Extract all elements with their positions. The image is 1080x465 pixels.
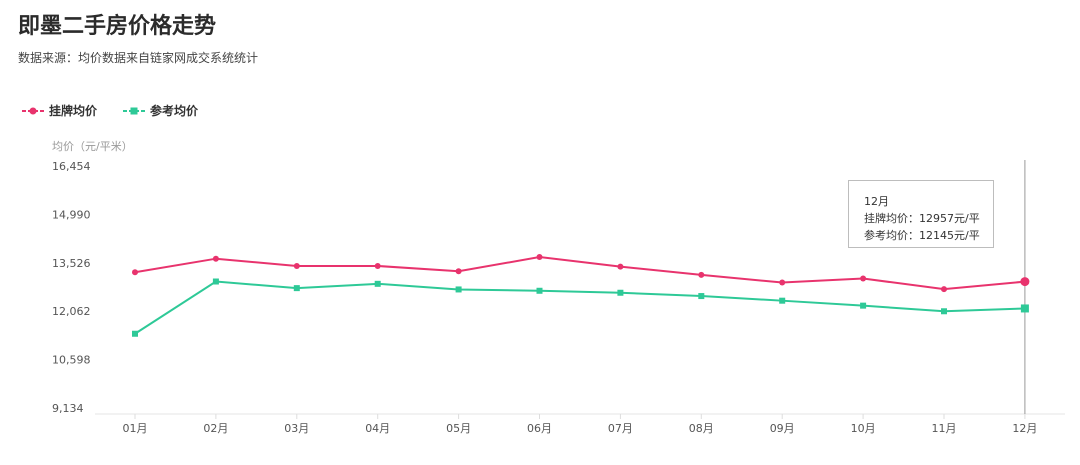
y-tick-label: 12,062 bbox=[52, 305, 91, 318]
x-tick-label: 08月 bbox=[689, 422, 714, 435]
circle-marker-icon bbox=[22, 107, 44, 114]
data-point[interactable] bbox=[698, 271, 705, 278]
data-point[interactable] bbox=[1020, 277, 1030, 287]
x-tick-label: 11月 bbox=[932, 422, 957, 435]
data-point[interactable] bbox=[293, 285, 300, 292]
x-axis: 01月 02月 03月 04月 05月 06月 07月 08月 09月 10月 11月 12月 bbox=[123, 414, 1037, 435]
legend-item-listing-price[interactable]: 挂牌均价 bbox=[22, 102, 97, 119]
page-title: 即墨二手房价格走势 bbox=[18, 14, 217, 39]
x-tick-label: 07月 bbox=[608, 422, 633, 435]
data-point[interactable] bbox=[212, 255, 219, 262]
series-line-0 bbox=[134, 256, 1025, 291]
data-point[interactable] bbox=[779, 297, 786, 304]
y-tick-label: 16,454 bbox=[52, 160, 91, 173]
tooltip-reference-price: 参考均价：12145元/平 bbox=[864, 229, 980, 242]
series-line-1 bbox=[134, 280, 1025, 335]
y-tick-label: 9,134 bbox=[52, 402, 84, 415]
y-tick-label: 14,990 bbox=[52, 208, 91, 221]
data-point[interactable] bbox=[941, 308, 947, 315]
data-point[interactable] bbox=[617, 289, 624, 296]
x-tick-label: 04月 bbox=[365, 422, 390, 435]
chart-legend: 挂牌均价 参考均价 bbox=[22, 102, 198, 119]
y-tick-label: 13,526 bbox=[52, 257, 91, 270]
data-point[interactable] bbox=[132, 269, 138, 276]
data-point[interactable] bbox=[536, 254, 543, 261]
data-point[interactable] bbox=[374, 280, 381, 287]
x-tick-label: 02月 bbox=[203, 422, 228, 435]
data-point[interactable] bbox=[860, 302, 867, 309]
legend-label: 参考均价 bbox=[150, 104, 199, 118]
legend-item-reference-price[interactable]: 参考均价 bbox=[123, 102, 198, 119]
data-point[interactable] bbox=[779, 279, 786, 286]
x-tick-label: 01月 bbox=[123, 422, 148, 435]
data-point[interactable] bbox=[698, 293, 705, 300]
x-tick-label: 12月 bbox=[1012, 422, 1037, 435]
tooltip-month: 12月 bbox=[864, 195, 889, 208]
data-point[interactable] bbox=[455, 286, 462, 293]
data-point[interactable] bbox=[132, 330, 138, 337]
x-tick-label: 05月 bbox=[446, 422, 471, 435]
data-point[interactable] bbox=[374, 262, 381, 269]
x-tick-label: 10月 bbox=[851, 422, 876, 435]
data-point[interactable] bbox=[941, 286, 947, 293]
data-point[interactable] bbox=[1020, 304, 1029, 313]
tooltip-listing-price: 挂牌均价：12957元/平 bbox=[864, 212, 980, 225]
legend-label: 挂牌均价 bbox=[49, 104, 98, 118]
square-marker-icon bbox=[123, 107, 146, 114]
x-tick-label: 03月 bbox=[284, 422, 309, 435]
data-point[interactable] bbox=[455, 268, 462, 275]
data-source-note: 数据来源：均价数据来自链家网成交系统统计 bbox=[18, 51, 259, 65]
data-point[interactable] bbox=[860, 275, 867, 282]
data-point[interactable] bbox=[293, 262, 300, 269]
y-axis-label: 均价（元/平米） bbox=[52, 140, 133, 153]
x-tick-label: 06月 bbox=[527, 422, 552, 435]
x-tick-label: 09月 bbox=[770, 422, 795, 435]
y-tick-label: 10,598 bbox=[52, 354, 91, 367]
data-point[interactable] bbox=[212, 278, 219, 285]
series-layer bbox=[132, 254, 1030, 337]
y-axis: 16,454 14,990 13,526 12,062 10,598 9,134 bbox=[52, 160, 91, 415]
data-point[interactable] bbox=[617, 263, 624, 270]
hover-tooltip: 12月 挂牌均价：12957元/平 参考均价：12145元/平 bbox=[848, 180, 994, 248]
data-point[interactable] bbox=[536, 287, 543, 294]
